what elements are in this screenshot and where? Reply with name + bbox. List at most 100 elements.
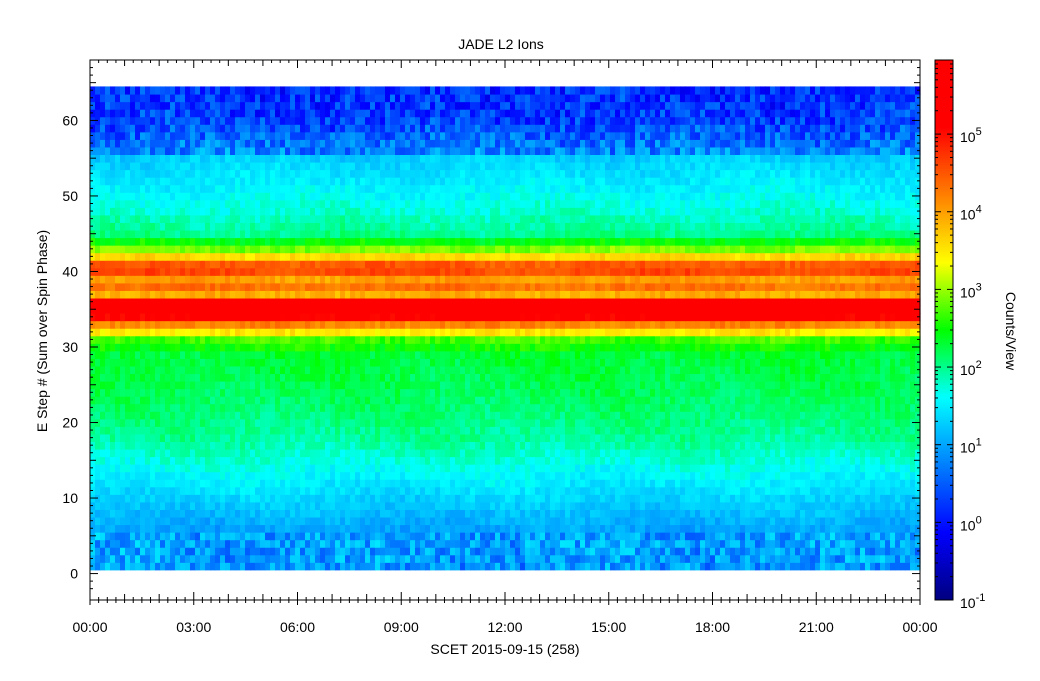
heatmap-cell: [495, 494, 501, 503]
heatmap-cell: [605, 516, 611, 526]
heatmap-cell: [315, 411, 321, 420]
heatmap-cell: [830, 373, 836, 382]
heatmap-cell: [370, 501, 376, 510]
heatmap-cell: [250, 486, 256, 495]
heatmap-cell: [540, 486, 546, 495]
heatmap-cell: [325, 494, 331, 503]
heatmap-cell: [230, 524, 236, 533]
heatmap-cell: [280, 471, 286, 480]
heatmap-cell: [730, 509, 736, 518]
heatmap-cell: [115, 516, 121, 526]
heatmap-cell: [380, 524, 386, 533]
heatmap-cell: [585, 486, 591, 495]
heatmap-cell: [475, 343, 481, 352]
heatmap-cell: [240, 501, 246, 510]
heatmap-cell: [395, 562, 401, 571]
heatmap-cell: [200, 418, 206, 427]
heatmap-cell: [825, 486, 831, 495]
heatmap-cell: [670, 539, 676, 548]
heatmap-cell: [575, 343, 581, 352]
heatmap-cell: [450, 539, 456, 548]
heatmap-cell: [600, 441, 606, 450]
heatmap-cell: [325, 396, 331, 405]
heatmap-cell: [195, 343, 201, 352]
heatmap-cell: [165, 547, 171, 556]
heatmap-cell: [145, 524, 151, 533]
heatmap-cell: [425, 350, 431, 359]
heatmap-cell: [220, 418, 226, 427]
heatmap-cell: [110, 494, 116, 503]
heatmap-cell: [610, 396, 616, 405]
heatmap-cell: [600, 539, 606, 548]
heatmap-cell: [330, 532, 336, 541]
heatmap-cell: [575, 501, 581, 510]
heatmap-cell: [480, 494, 486, 503]
heatmap-cell: [355, 403, 361, 412]
heatmap-cell: [215, 433, 221, 442]
heatmap-cell: [690, 350, 696, 359]
heatmap-cell: [345, 448, 351, 458]
heatmap-cell: [630, 501, 636, 510]
heatmap-cell: [535, 456, 541, 465]
heatmap-cell: [585, 479, 591, 488]
heatmap-cell: [565, 501, 571, 510]
heatmap-cell: [255, 532, 261, 541]
heatmap-cell: [480, 547, 486, 556]
heatmap-cell: [395, 464, 401, 473]
heatmap-cell: [145, 373, 151, 382]
heatmap-cell: [160, 418, 166, 427]
heatmap-cell: [705, 532, 711, 541]
heatmap-cell: [905, 547, 911, 556]
heatmap-cell: [890, 554, 896, 563]
heatmap-cell: [185, 464, 191, 473]
heatmap-cell: [100, 441, 106, 450]
heatmap-cell: [865, 380, 871, 390]
heatmap-cell: [770, 456, 776, 465]
heatmap-cell: [210, 464, 216, 473]
heatmap-cell: [455, 539, 461, 548]
heatmap-cell: [370, 380, 376, 390]
heatmap-cell: [320, 350, 326, 359]
heatmap-cell: [695, 554, 701, 563]
heatmap-cell: [355, 464, 361, 473]
heatmap-cell: [645, 426, 651, 435]
heatmap-cell: [310, 464, 316, 473]
heatmap-cell: [575, 554, 581, 563]
heatmap-cell: [375, 350, 381, 359]
heatmap-cell: [370, 479, 376, 488]
heatmap-cell: [270, 456, 276, 465]
heatmap-cell: [500, 479, 506, 488]
heatmap-cell: [515, 350, 521, 359]
heatmap-cell: [265, 516, 271, 526]
heatmap-cell: [595, 358, 601, 367]
heatmap-cell: [690, 433, 696, 442]
heatmap-cell: [840, 343, 846, 352]
heatmap-cell: [215, 441, 221, 450]
heatmap-cell: [580, 380, 586, 390]
heatmap-cell: [880, 486, 886, 495]
heatmap-cell: [755, 426, 761, 435]
heatmap-cell: [725, 373, 731, 382]
heatmap-cell: [415, 562, 421, 571]
heatmap-cell: [140, 471, 146, 480]
heatmap-cell: [350, 554, 356, 563]
heatmap-cell: [315, 380, 321, 390]
heatmap-cell: [440, 554, 446, 563]
heatmap-cell: [825, 358, 831, 367]
heatmap-cell: [330, 456, 336, 465]
heatmap-cell: [270, 433, 276, 442]
heatmap-cell: [670, 373, 676, 382]
heatmap-cell: [515, 426, 521, 435]
heatmap-cell: [405, 562, 411, 571]
heatmap-cell: [245, 343, 251, 352]
heatmap-cell: [850, 547, 856, 556]
heatmap-cell: [520, 373, 526, 382]
heatmap-cell: [810, 441, 816, 450]
heatmap-cell: [655, 464, 661, 473]
heatmap-cell: [470, 456, 476, 465]
heatmap-cell: [200, 433, 206, 442]
heatmap-cell: [420, 547, 426, 556]
heatmap-cell: [125, 494, 131, 503]
heatmap-cell: [400, 358, 406, 367]
heatmap-cell: [865, 501, 871, 510]
